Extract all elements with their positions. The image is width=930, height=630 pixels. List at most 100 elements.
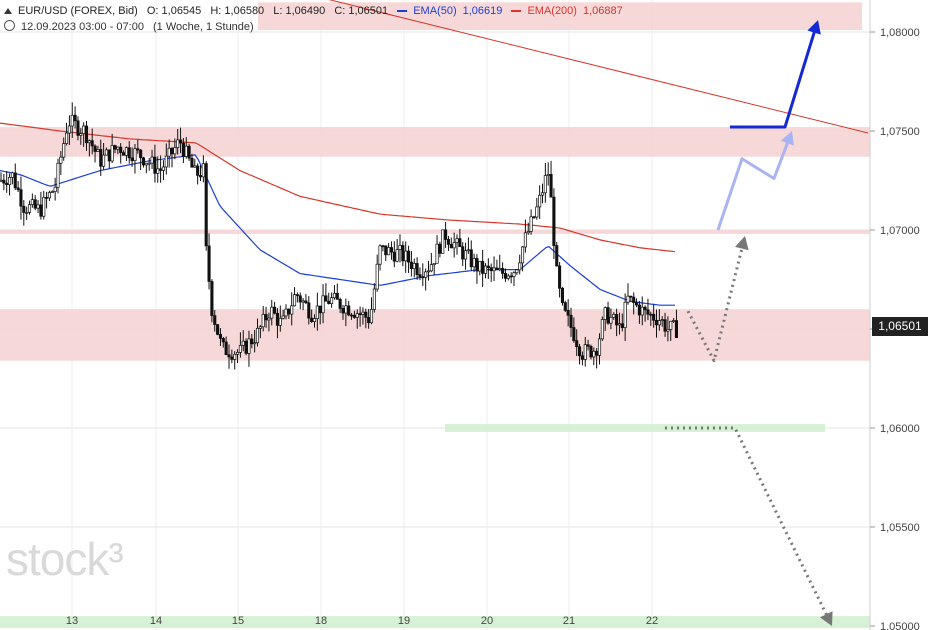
candle <box>552 188 556 260</box>
candle <box>458 228 462 248</box>
candle <box>375 254 379 292</box>
candle-body <box>620 323 624 328</box>
candle <box>518 254 522 275</box>
candle-body <box>486 265 490 268</box>
candle-body <box>184 145 188 157</box>
candle-body <box>213 315 217 325</box>
candle <box>216 324 220 336</box>
candle-body <box>407 250 411 263</box>
candle <box>25 206 29 221</box>
candle-body <box>121 152 126 156</box>
candle-body <box>589 345 593 358</box>
candle-body <box>498 268 502 270</box>
candle <box>207 233 211 290</box>
candle-body <box>540 192 545 196</box>
candle <box>99 139 103 176</box>
candle-body <box>253 342 257 345</box>
candle-body <box>321 295 325 314</box>
candle <box>204 161 208 251</box>
candle <box>62 137 66 161</box>
candle <box>87 139 91 157</box>
candle-body <box>130 157 134 162</box>
candle <box>367 308 371 329</box>
candle <box>535 197 539 220</box>
candle <box>649 311 653 326</box>
candle-body <box>669 320 673 330</box>
candle <box>472 253 476 273</box>
candle <box>560 286 565 306</box>
candle-body <box>592 350 596 358</box>
candle-body <box>381 245 385 248</box>
candle-body <box>597 338 602 356</box>
candle <box>475 254 479 284</box>
candle-body <box>338 298 342 309</box>
candle-body <box>549 174 553 198</box>
candle-body <box>255 327 260 344</box>
candle-body <box>221 338 225 343</box>
candle <box>198 165 203 182</box>
candle-body <box>73 114 77 122</box>
candle <box>589 344 593 360</box>
candle <box>253 329 257 353</box>
x-tick-label: 21 <box>563 615 575 627</box>
candle <box>104 147 109 156</box>
candle <box>70 102 74 138</box>
candle-body <box>241 340 245 346</box>
x-tick-label: 20 <box>481 615 493 627</box>
candle <box>141 156 146 168</box>
candle <box>278 305 282 332</box>
candle-body <box>501 268 505 274</box>
candle <box>515 268 519 275</box>
candle <box>549 160 553 198</box>
candle-body <box>529 216 533 232</box>
candle <box>660 316 664 327</box>
candle <box>16 181 20 193</box>
candle <box>281 309 285 320</box>
candle-body <box>657 320 661 326</box>
candle <box>352 310 356 319</box>
candle <box>446 235 451 251</box>
candle-body <box>569 314 573 328</box>
candle <box>654 309 659 338</box>
candle-body <box>264 314 268 321</box>
candle <box>176 129 180 155</box>
candle <box>666 316 670 342</box>
candle-body <box>218 334 223 339</box>
candle-body <box>344 305 348 314</box>
candle <box>330 292 334 308</box>
candle-body <box>640 306 644 316</box>
candle-body <box>418 274 422 278</box>
candle <box>617 312 622 335</box>
candle-body <box>136 148 140 151</box>
candle <box>415 257 419 280</box>
candle <box>250 334 254 349</box>
candle <box>369 297 374 325</box>
candle-body <box>2 179 6 184</box>
candle <box>381 244 385 252</box>
candle <box>435 235 439 264</box>
candle-body <box>133 148 137 162</box>
candle <box>632 292 636 315</box>
candle <box>93 144 97 163</box>
collapse-icon[interactable] <box>4 8 12 14</box>
candle-body <box>472 258 476 268</box>
candle-body <box>198 175 203 178</box>
candle <box>634 298 639 308</box>
support-zone <box>445 424 825 432</box>
candle <box>221 336 225 348</box>
candles <box>0 102 679 370</box>
candle <box>529 209 533 235</box>
candle <box>669 320 673 341</box>
candle <box>181 138 185 163</box>
candle <box>264 306 268 328</box>
candle <box>159 155 163 183</box>
candle <box>643 305 647 322</box>
candle <box>600 316 604 341</box>
candle-body <box>526 231 530 234</box>
candle-body <box>603 307 607 320</box>
candle <box>167 139 171 168</box>
x-tick-label: 14 <box>150 615 162 627</box>
candle <box>307 296 311 325</box>
last-price-tag: 1,06501 <box>872 317 928 336</box>
candle <box>59 151 63 175</box>
